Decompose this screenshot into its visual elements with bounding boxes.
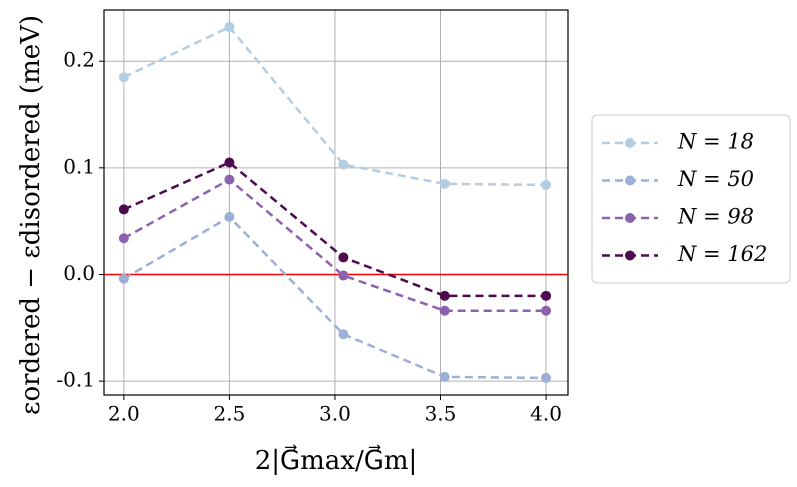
legend-marker <box>625 250 635 261</box>
series-line <box>123 215 547 380</box>
y-tick-label: 0.2 <box>63 48 95 72</box>
x-tick-label: 3.5 <box>425 402 457 426</box>
plot-frame <box>103 9 569 396</box>
data-point <box>541 290 552 301</box>
data-point <box>224 211 235 222</box>
legend-label: N = 98 <box>677 205 754 229</box>
data-point <box>439 371 450 382</box>
data-point <box>118 273 129 284</box>
y-axis-label: εordered − εdisordered (meV) <box>16 15 46 415</box>
data-point <box>118 233 129 244</box>
data-point <box>338 252 349 263</box>
legend-label: N = 18 <box>677 130 754 154</box>
data-point <box>541 372 552 383</box>
data-point <box>338 329 349 340</box>
legend-box <box>591 114 791 284</box>
data-point <box>439 305 450 316</box>
x-axis-label: 2|G⃗max/G⃗m| <box>255 444 418 476</box>
x-tick-label: 3.0 <box>319 402 351 426</box>
data-point <box>118 72 129 83</box>
legend-label: N = 162 <box>677 242 767 266</box>
y-tick-label: 0.0 <box>63 261 95 285</box>
data-point <box>224 174 235 185</box>
data-point <box>338 270 349 281</box>
series-line <box>123 25 547 187</box>
data-point <box>118 204 129 215</box>
legend-marker <box>625 175 635 186</box>
data-point <box>439 290 450 301</box>
x-tick-label: 4.0 <box>530 402 562 426</box>
series-line <box>123 178 547 312</box>
x-tick-label: 2.5 <box>213 402 245 426</box>
y-tick-label: -0.1 <box>56 368 95 392</box>
data-point <box>338 159 349 170</box>
data-point <box>224 157 235 168</box>
data-point <box>224 22 235 33</box>
data-point <box>439 178 450 189</box>
y-tick-label: 0.1 <box>63 154 95 178</box>
legend-marker <box>625 138 635 148</box>
x-tick-label: 2.0 <box>108 402 140 426</box>
data-point <box>541 305 552 316</box>
legend-marker <box>625 213 635 223</box>
data-point <box>541 179 552 190</box>
legend-label: N = 50 <box>677 167 754 191</box>
